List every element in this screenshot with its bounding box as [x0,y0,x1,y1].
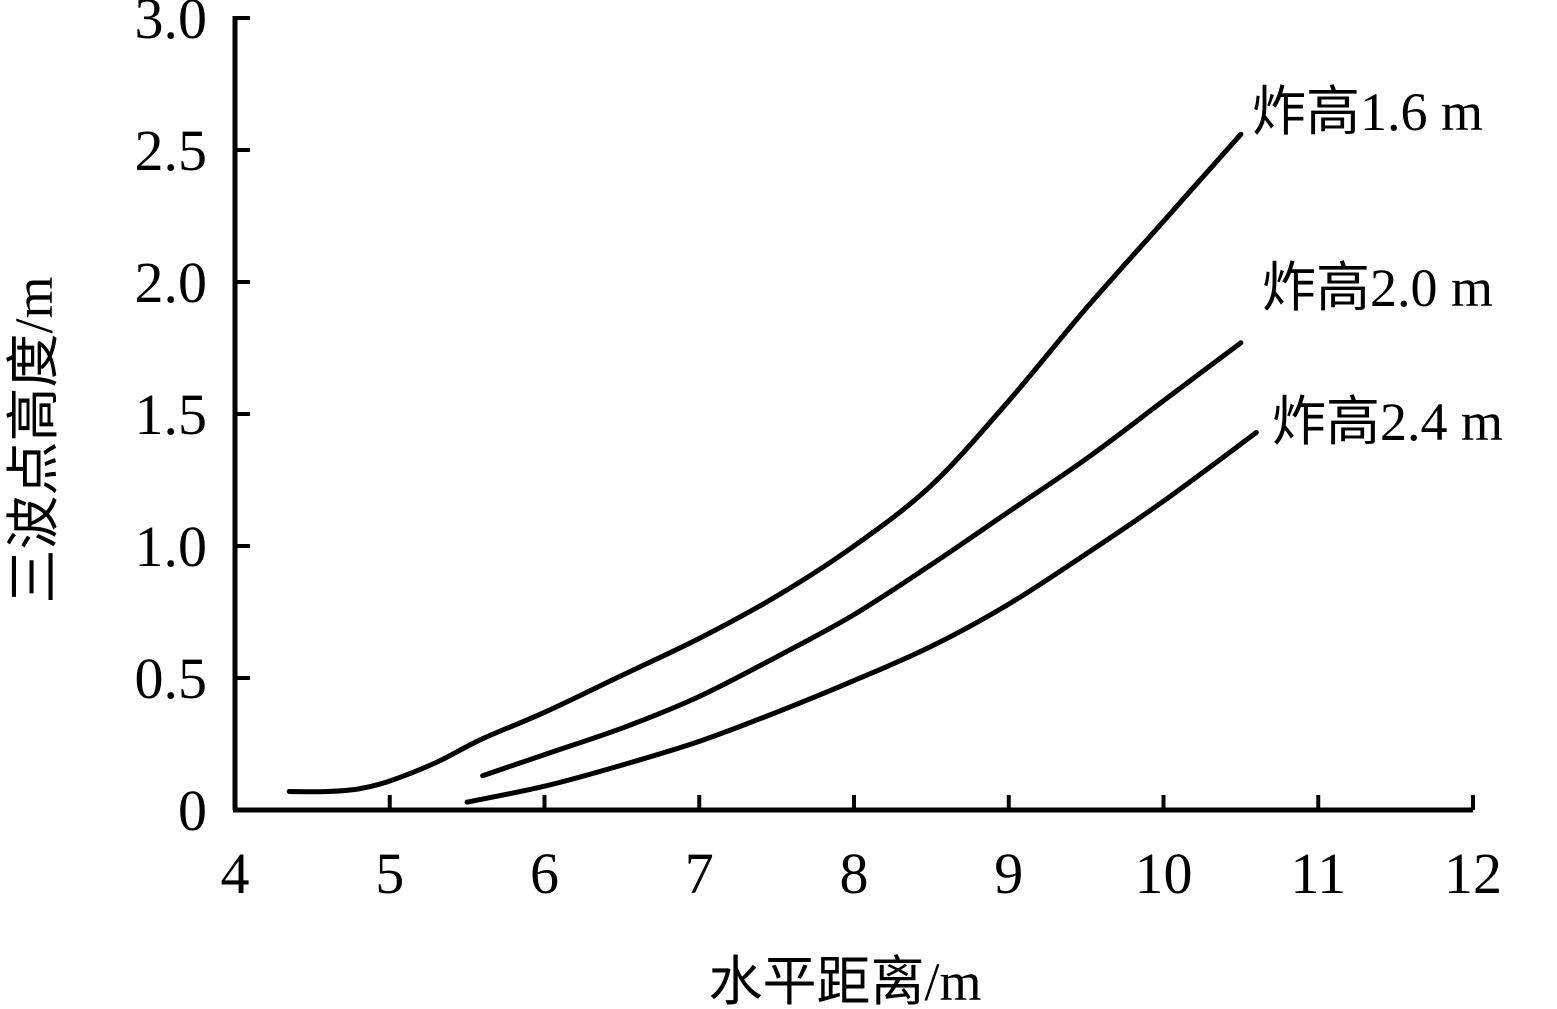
y-tick-label: 0 [178,778,207,843]
series-line-3 [464,430,1259,805]
y-tick-label: 1.5 [135,382,208,447]
y-tick-label: 2.0 [135,250,208,315]
y-tick-label: 0.5 [135,646,208,711]
y-tick-label: 3.0 [135,0,208,51]
y-ticks: 0 0.5 1.0 1.5 2.0 2.5 3.0 [135,0,250,843]
x-tick-label: 12 [1444,841,1502,906]
x-tick-label: 7 [685,841,714,906]
series-line-2 [480,340,1244,779]
x-tick-label: 6 [530,841,559,906]
x-tick-label: 5 [375,841,404,906]
series-label-3: 炸高2.4 m [1272,392,1503,452]
x-tick-label: 9 [994,841,1023,906]
x-tick-label: 8 [840,841,869,906]
series-group: 炸高1.6 m 炸高2.0 m 炸高2.4 m [286,82,1503,805]
x-tick-label: 11 [1290,841,1346,906]
y-axis-title: 三波点高度/m [4,276,64,603]
x-tick-label: 4 [221,841,250,906]
x-tick-label: 10 [1135,841,1193,906]
y-tick-label: 1.0 [135,514,208,579]
series-label-2: 炸高2.0 m [1262,258,1493,318]
x-ticks: 4 5 6 7 8 9 10 11 12 [221,795,1502,906]
x-axis-title: 水平距离/m [708,952,981,1009]
series-label-1: 炸高1.6 m [1252,82,1483,142]
y-tick-label: 2.5 [135,118,208,183]
series-line-1 [286,131,1244,795]
